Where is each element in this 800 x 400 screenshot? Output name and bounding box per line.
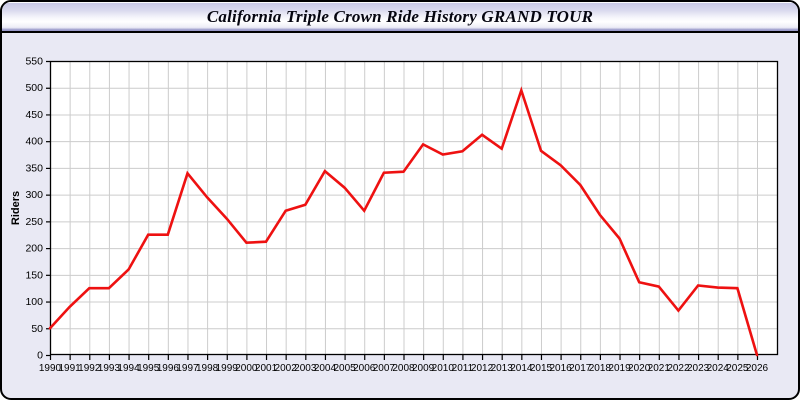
svg-text:100: 100	[25, 296, 43, 308]
svg-text:2014: 2014	[510, 363, 533, 374]
svg-text:1993: 1993	[98, 363, 121, 374]
svg-text:2010: 2010	[432, 363, 455, 374]
riders-data-line	[48, 86, 759, 357]
ride-history-line-chart: 0501001502002503003504004505005501990199…	[25, 56, 779, 374]
svg-text:350: 350	[25, 162, 43, 174]
svg-text:2003: 2003	[294, 363, 317, 374]
svg-text:1996: 1996	[157, 363, 180, 374]
svg-text:2024: 2024	[707, 363, 730, 374]
svg-text:1991: 1991	[59, 363, 82, 374]
svg-text:2008: 2008	[392, 363, 415, 374]
svg-text:2013: 2013	[491, 363, 514, 374]
svg-text:250: 250	[25, 216, 43, 228]
svg-text:2018: 2018	[589, 363, 612, 374]
svg-text:2026: 2026	[746, 363, 769, 374]
svg-text:2004: 2004	[314, 363, 337, 374]
svg-text:0: 0	[37, 350, 43, 362]
svg-text:1997: 1997	[176, 363, 199, 374]
svg-text:2009: 2009	[412, 363, 435, 374]
chart-title: California Triple Crown Ride History GRA…	[206, 6, 594, 26]
svg-text:400: 400	[25, 136, 43, 148]
y-tick-labels: 0 50 100 150 200 250 300 350 400 450 500 550	[25, 56, 43, 362]
svg-text:2015: 2015	[530, 363, 553, 374]
svg-text:2023: 2023	[687, 363, 710, 374]
axis-ticks	[46, 60, 759, 360]
svg-text:200: 200	[25, 243, 43, 255]
svg-text:2012: 2012	[471, 363, 494, 374]
y-axis-label: Riders	[10, 190, 22, 226]
svg-text:2002: 2002	[275, 363, 298, 374]
gridlines	[50, 61, 778, 355]
chart-region: Riders 0 50 100 150 200 250 300 350 400 450 500 550…	[2, 35, 798, 398]
svg-text:1998: 1998	[196, 363, 219, 374]
svg-text:300: 300	[25, 189, 43, 201]
svg-text:1999: 1999	[216, 363, 239, 374]
svg-text:1995: 1995	[137, 363, 160, 374]
plot-background	[50, 61, 778, 355]
svg-text:50: 50	[31, 323, 43, 335]
x-tick-labels: 1990199119921993199419951996199719981999…	[39, 363, 769, 374]
svg-text:150: 150	[25, 269, 43, 281]
svg-text:2019: 2019	[608, 363, 631, 374]
title-bar: California Triple Crown Ride History GRA…	[2, 2, 798, 33]
svg-text:2005: 2005	[333, 363, 356, 374]
svg-text:1992: 1992	[78, 363, 101, 374]
svg-text:2011: 2011	[452, 363, 474, 374]
svg-text:2021: 2021	[648, 363, 671, 374]
svg-text:2020: 2020	[628, 363, 651, 374]
svg-text:1990: 1990	[39, 363, 62, 374]
plot-frame	[49, 60, 779, 356]
svg-text:1994: 1994	[117, 363, 140, 374]
svg-text:2025: 2025	[726, 363, 749, 374]
svg-text:2000: 2000	[235, 363, 258, 374]
svg-text:550: 550	[25, 56, 43, 68]
svg-text:2007: 2007	[373, 363, 396, 374]
svg-text:2022: 2022	[667, 363, 690, 374]
svg-text:500: 500	[25, 82, 43, 94]
svg-text:450: 450	[25, 109, 43, 121]
svg-text:2017: 2017	[569, 363, 592, 374]
svg-text:2006: 2006	[353, 363, 376, 374]
svg-text:2016: 2016	[549, 363, 572, 374]
svg-text:2001: 2001	[255, 363, 278, 374]
